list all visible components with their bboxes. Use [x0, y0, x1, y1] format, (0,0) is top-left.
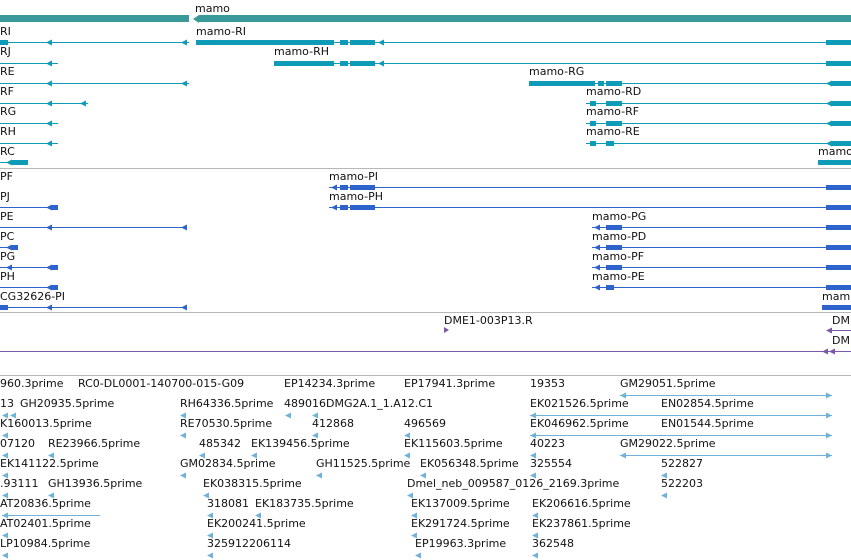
est-label[interactable]: EK137009.5prime	[411, 497, 510, 510]
transcript-label[interactable]: mamo-RE	[586, 125, 640, 138]
est-label[interactable]: 496569	[404, 417, 446, 430]
protein-label[interactable]: PG	[0, 250, 16, 263]
track-divider	[0, 168, 851, 169]
gene-header-bar-right[interactable]	[199, 15, 851, 22]
est-label[interactable]: EK183735.5prime	[255, 497, 354, 510]
protein-label[interactable]: PE	[0, 210, 14, 223]
transcript-label[interactable]: RI	[0, 25, 11, 38]
est-track: 960.3prime RC0-DL0001-140700-015-G09 EP1…	[0, 376, 851, 560]
est-label[interactable]: Dmel_neb_009587_0126_2169.3prime	[407, 477, 620, 490]
transcript-label[interactable]: mamo-RI	[196, 25, 246, 38]
transcript-label[interactable]: mamo-RH	[274, 45, 329, 58]
transcript-label[interactable]: mamo-RG	[529, 65, 585, 78]
est-label[interactable]: EK046962.5prime	[530, 417, 629, 430]
est-label[interactable]: .93111	[0, 477, 39, 490]
protein-label[interactable]: mamo-PG	[592, 210, 647, 223]
clone-label[interactable]: DME1-003P13.R	[444, 314, 533, 327]
est-label[interactable]: EP19963.3prime	[415, 537, 507, 550]
est-label[interactable]: EK206616.5prime	[532, 497, 631, 510]
gene-model-graphics	[0, 39, 851, 166]
clone-label[interactable]: DM	[832, 314, 850, 327]
est-label[interactable]: 522203	[661, 477, 703, 490]
gene-header-bar-left[interactable]	[0, 15, 189, 22]
est-label[interactable]: 07120	[0, 437, 35, 450]
est-label[interactable]: EK291724.5prime	[411, 517, 510, 530]
est-label[interactable]: 960.3prime	[0, 377, 64, 390]
est-label[interactable]: 412868	[312, 417, 354, 430]
transcript-label[interactable]: RH	[0, 125, 16, 138]
est-label[interactable]: 325554	[530, 457, 572, 470]
est-label[interactable]: 522827	[661, 457, 703, 470]
protein-label[interactable]: PH	[0, 270, 15, 283]
gene-header-label[interactable]: mamo	[195, 2, 230, 15]
protein-label[interactable]: PJ	[0, 190, 10, 203]
est-label[interactable]: RE23966.5prime	[48, 437, 141, 450]
protein-label[interactable]: mamo-PF	[592, 250, 645, 263]
protein-label[interactable]: mamo-PD	[592, 230, 647, 243]
clone-label[interactable]: DM	[832, 334, 850, 347]
est-label[interactable]: EK139456.5prime	[251, 437, 350, 450]
est-label[interactable]: GM02834.5prime	[180, 457, 276, 470]
est-label[interactable]: GM29051.5prime	[620, 377, 716, 390]
protein-label[interactable]: mamo-PH	[329, 190, 383, 203]
est-label[interactable]: GM29022.5prime	[620, 437, 716, 450]
est-label[interactable]: 362548	[532, 537, 574, 550]
transcript-label[interactable]: mamo	[818, 145, 851, 158]
protein-track: PF PJ PE PC PG PH CG32626-PI mamo-PI mam…	[0, 169, 851, 312]
est-label[interactable]: AT20836.5prime	[0, 497, 91, 510]
track-divider	[0, 375, 851, 376]
protein-label[interactable]: mamo-PI	[329, 170, 378, 183]
est-label[interactable]: EK237861.5prime	[532, 517, 631, 530]
est-label[interactable]: EP14234.3prime	[284, 377, 376, 390]
est-label[interactable]: 13	[0, 397, 14, 410]
transcript-label[interactable]: RC	[0, 145, 15, 158]
clone-graphics	[0, 327, 851, 355]
est-label[interactable]: 19353	[530, 377, 565, 390]
protein-label[interactable]: PF	[0, 170, 13, 183]
est-graphics	[2, 392, 832, 559]
est-label[interactable]: AT02401.5prime	[0, 517, 91, 530]
est-label[interactable]: EK056348.5prime	[420, 457, 519, 470]
est-label[interactable]: 318081	[207, 497, 249, 510]
est-label[interactable]: RC0-DL0001-140700-015-G09	[78, 377, 245, 390]
est-label[interactable]: 40223	[530, 437, 565, 450]
est-label[interactable]: LP10984.5prime	[0, 537, 91, 550]
est-label[interactable]: 325912206114	[207, 537, 291, 550]
est-label[interactable]: EP17941.3prime	[404, 377, 496, 390]
gene-track: mamo RI RJ RE RF RG RH RC mamo-RI mamo-R…	[0, 0, 851, 168]
transcript-label[interactable]: mamo-RF	[586, 105, 640, 118]
est-label[interactable]: K160013.5prime	[0, 417, 92, 430]
est-label[interactable]: EK021526.5prime	[530, 397, 629, 410]
transcript-label[interactable]: RE	[0, 65, 15, 78]
est-label[interactable]: EN02854.5prime	[661, 397, 754, 410]
track-divider	[0, 312, 851, 313]
est-label[interactable]: 489016DMG2A.1_1.A12.C1	[284, 397, 433, 410]
protein-label[interactable]: mam	[822, 290, 851, 303]
transcript-label[interactable]: RG	[0, 105, 17, 118]
gene-header-arrow-icon	[193, 15, 199, 23]
est-label[interactable]: GH13936.5prime	[48, 477, 143, 490]
transcript-label[interactable]: RF	[0, 85, 14, 98]
protein-label[interactable]: mamo-PE	[592, 270, 645, 283]
est-label[interactable]: RE70530.5prime	[180, 417, 273, 430]
est-label[interactable]: 485342	[199, 437, 241, 450]
clone-track: DME1-003P13.R DM DM	[0, 313, 851, 375]
est-label[interactable]: EK038315.5prime	[203, 477, 302, 490]
est-label[interactable]: EK200241.5prime	[207, 517, 306, 530]
protein-label[interactable]: PC	[0, 230, 15, 243]
est-label[interactable]: RH64336.5prime	[180, 397, 274, 410]
est-label[interactable]: EN01544.5prime	[661, 417, 754, 430]
transcript-label[interactable]: mamo-RD	[586, 85, 642, 98]
protein-model-graphics	[0, 184, 851, 311]
est-label[interactable]: EK141122.5prime	[0, 457, 99, 470]
est-label[interactable]: GH11525.5prime	[316, 457, 411, 470]
est-label[interactable]: GH20935.5prime	[20, 397, 115, 410]
transcript-label[interactable]: RJ	[0, 45, 11, 58]
est-label[interactable]: EK115603.5prime	[404, 437, 503, 450]
protein-label[interactable]: CG32626-PI	[0, 290, 66, 303]
